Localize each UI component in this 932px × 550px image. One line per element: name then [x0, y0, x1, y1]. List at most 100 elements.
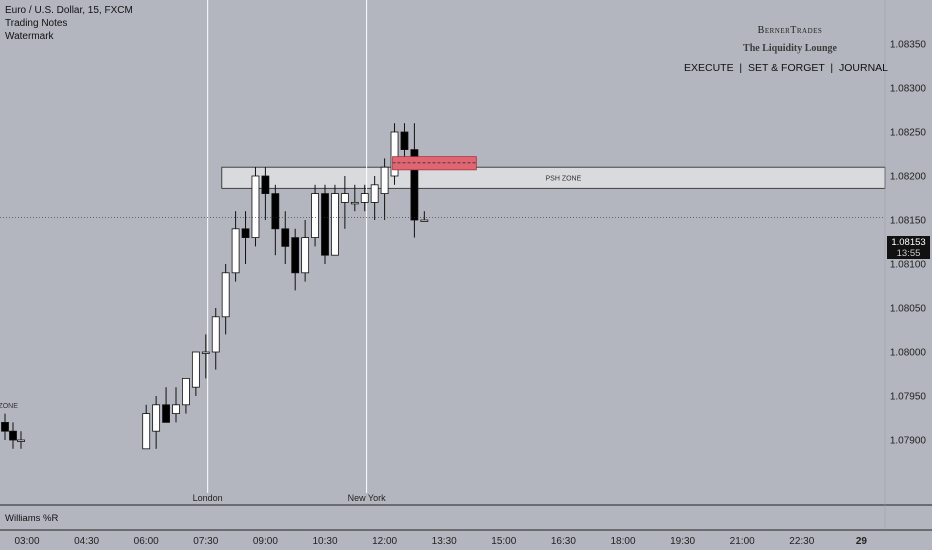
x-tick-2: 04:30 — [74, 536, 99, 547]
psh-zone-label-1: PSH ZONE — [546, 175, 582, 182]
last-price-tag: 1.08153 13:55 — [887, 236, 930, 259]
x-tick-7: 12:00 — [372, 536, 397, 547]
y-tick-2: 1.08300 — [890, 84, 927, 95]
candle-24[interactable] — [340, 176, 349, 229]
candle-body — [211, 316, 220, 353]
watermark-brand: BernerTrades — [757, 25, 823, 36]
watermark-motto: EXECUTE | SET & FORGET | JOURNAL — [683, 62, 889, 74]
candle-body — [17, 439, 25, 442]
x-tick-10: 16:30 — [551, 536, 576, 547]
x-tick-6: 10:30 — [312, 536, 337, 547]
candle-11[interactable] — [211, 308, 220, 370]
candle-12[interactable] — [221, 264, 230, 335]
candle-body — [142, 413, 151, 450]
candle-body — [241, 228, 250, 239]
candle-body — [152, 404, 161, 432]
candle-body — [162, 404, 170, 423]
indicator-pane-label[interactable]: Williams %R — [5, 513, 59, 524]
candle-8[interactable] — [182, 377, 190, 414]
candle-22[interactable] — [321, 184, 329, 264]
x-tick-9: 15:00 — [491, 536, 516, 547]
candle-3[interactable] — [17, 431, 25, 449]
candle-19[interactable] — [291, 228, 300, 291]
candle-21[interactable] — [311, 184, 319, 247]
candle-32[interactable] — [420, 211, 429, 222]
y-tick-4: 1.08200 — [890, 172, 927, 183]
candle-body — [291, 237, 300, 274]
indicator-watermark[interactable]: Watermark — [5, 31, 54, 42]
candle-body — [301, 237, 310, 274]
candle-27[interactable] — [370, 176, 379, 220]
candle-body — [221, 272, 230, 318]
candle-26[interactable] — [360, 184, 369, 212]
candle-31[interactable] — [410, 123, 419, 238]
candle-body — [231, 228, 240, 274]
fvg-box[interactable] — [392, 156, 477, 171]
candle-25[interactable] — [350, 184, 359, 212]
y-tick-7: 1.08050 — [890, 304, 927, 315]
x-tick-8: 13:30 — [432, 536, 457, 547]
x-tick-12: 19:30 — [670, 536, 695, 547]
candle-body — [172, 404, 180, 414]
candle-6[interactable] — [162, 387, 170, 423]
candle-body — [410, 149, 419, 221]
candle-body — [321, 193, 329, 256]
candle-16[interactable] — [261, 167, 270, 220]
candle-body — [261, 175, 270, 195]
candle-body — [370, 184, 379, 203]
x-tick-1: 03:00 — [14, 536, 39, 547]
candle-body — [400, 131, 409, 151]
indicator-trading-notes[interactable]: Trading Notes — [5, 18, 68, 29]
x-tick-11: 18:00 — [610, 536, 635, 547]
candle-body — [390, 131, 399, 177]
bar-countdown: 13:55 — [896, 248, 921, 259]
candle-body — [311, 193, 319, 239]
candle-body — [350, 201, 359, 205]
psh-zone-label-2: PSH ZONE — [0, 403, 18, 410]
candle-body — [191, 351, 200, 388]
candle-18[interactable] — [281, 211, 290, 264]
candle-4[interactable] — [142, 404, 151, 450]
candle-body — [340, 193, 349, 203]
y-tick-10: 1.07900 — [890, 436, 927, 447]
candle-body — [360, 193, 369, 203]
candle-body — [201, 351, 210, 354]
candle-body — [281, 228, 290, 247]
candle-13[interactable] — [231, 211, 240, 282]
x-tick-15: 29 — [856, 536, 868, 547]
candle-body — [1, 421, 9, 432]
x-tick-3: 06:00 — [134, 536, 159, 547]
candle-14[interactable] — [241, 211, 250, 264]
candle-5[interactable] — [152, 396, 161, 449]
candle-29[interactable] — [390, 123, 399, 185]
candle-28[interactable] — [380, 158, 389, 220]
y-tick-3: 1.08250 — [890, 128, 927, 139]
x-tick-14: 22:30 — [789, 536, 814, 547]
candle-30[interactable] — [400, 123, 409, 159]
candle-1[interactable] — [1, 413, 9, 440]
x-tick-5: 09:00 — [253, 536, 278, 547]
x-tick-4: 07:30 — [193, 536, 218, 547]
candle-body — [251, 175, 260, 238]
candle-body — [420, 219, 429, 222]
y-tick-9: 1.07950 — [890, 392, 927, 403]
candle-20[interactable] — [301, 220, 310, 282]
candle-9[interactable] — [191, 351, 200, 396]
candle-body — [9, 430, 17, 441]
candle-body — [380, 166, 389, 194]
session-label-1: London — [193, 493, 223, 503]
x-tick-13: 21:00 — [730, 536, 755, 547]
candle-15[interactable] — [251, 167, 260, 247]
symbol-title[interactable]: Euro / U.S. Dollar, 15, FXCM — [5, 5, 133, 16]
candle-body — [271, 193, 280, 230]
candle-23[interactable] — [331, 184, 339, 256]
candle-body — [182, 377, 190, 406]
candle-10[interactable] — [201, 334, 210, 379]
candle-17[interactable] — [271, 184, 280, 256]
watermark-tagline: The Liquidity Lounge — [743, 43, 837, 54]
y-tick-6: 1.08100 — [890, 260, 927, 271]
y-tick-5: 1.08150 — [890, 216, 927, 227]
candle-7[interactable] — [172, 387, 180, 423]
candle-2[interactable] — [9, 422, 17, 449]
